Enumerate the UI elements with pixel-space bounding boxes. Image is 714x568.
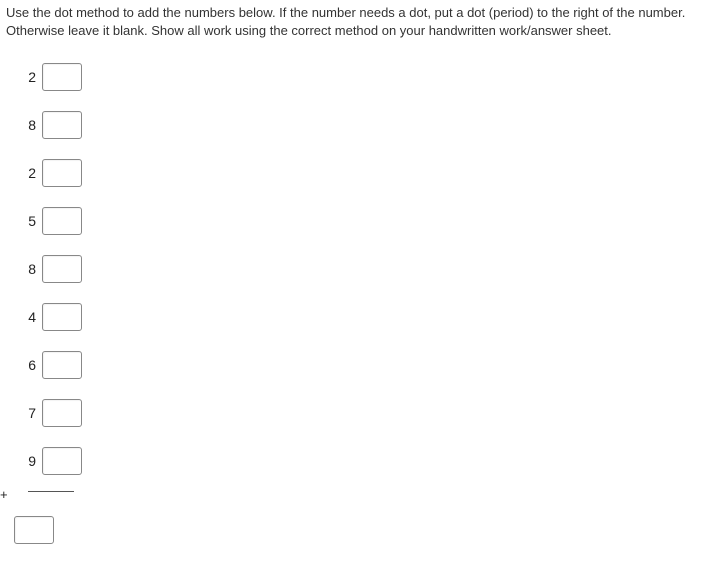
dot-input-4[interactable] [42, 255, 82, 283]
dot-input-3[interactable] [42, 207, 82, 235]
addend-row: 2 [14, 57, 714, 97]
addend-row: 8 [14, 105, 714, 145]
addition-problem: 2 8 2 5 8 4 6 7 9 [0, 39, 714, 481]
addend-number: 2 [14, 69, 42, 85]
addend-number: 8 [14, 117, 42, 133]
addend-row: 8 [14, 249, 714, 289]
addend-row: 7 [14, 393, 714, 433]
plus-sign: + [0, 487, 10, 502]
addend-number: 9 [14, 453, 42, 469]
addend-number: 6 [14, 357, 42, 373]
dot-input-2[interactable] [42, 159, 82, 187]
addend-row: 9 [14, 441, 714, 481]
dot-input-7[interactable] [42, 399, 82, 427]
addend-number: 8 [14, 261, 42, 277]
addend-number: 2 [14, 165, 42, 181]
operator-row: + [0, 487, 714, 502]
dot-input-5[interactable] [42, 303, 82, 331]
sum-rule [28, 491, 74, 492]
addend-row: 4 [14, 297, 714, 337]
addend-number: 4 [14, 309, 42, 325]
addend-number: 5 [14, 213, 42, 229]
addend-row: 6 [14, 345, 714, 385]
dot-input-1[interactable] [42, 111, 82, 139]
dot-input-8[interactable] [42, 447, 82, 475]
addend-number: 7 [14, 405, 42, 421]
dot-input-6[interactable] [42, 351, 82, 379]
dot-input-0[interactable] [42, 63, 82, 91]
answer-input[interactable] [14, 516, 54, 544]
addend-row: 2 [14, 153, 714, 193]
answer-row [0, 502, 714, 544]
addend-row: 5 [14, 201, 714, 241]
instructions-text: Use the dot method to add the numbers be… [0, 0, 714, 39]
